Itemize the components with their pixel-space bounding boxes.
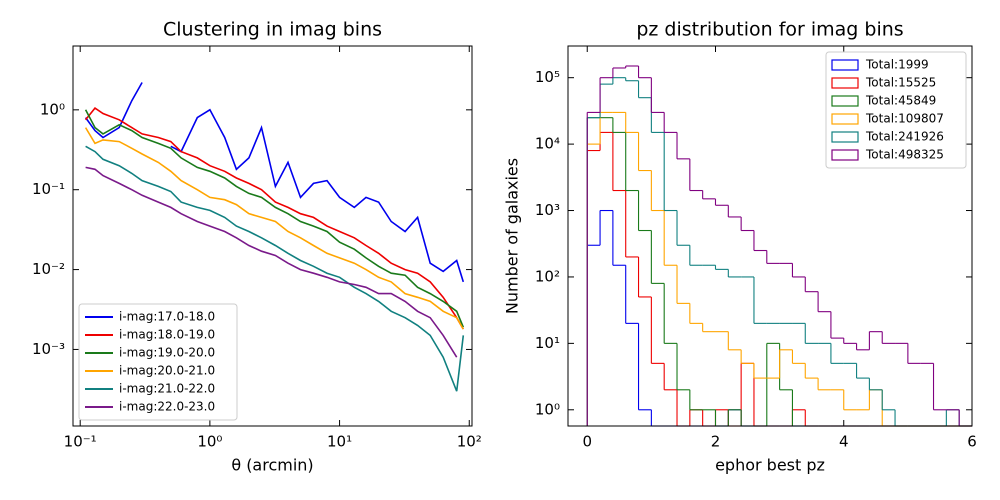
y-tick-label: 10¹ (535, 334, 560, 352)
legend-swatch (831, 113, 859, 125)
y-tick-label: 10⁵ (535, 68, 560, 86)
legend-label: i-mag:18.0-19.0 (119, 328, 215, 342)
legend-label: i-mag:22.0-23.0 (119, 400, 215, 414)
y-tick-label: 10⁻² (32, 260, 65, 278)
legend-label: i-mag:21.0-22.0 (119, 382, 215, 396)
legend-box (78, 303, 238, 421)
series-line (85, 166, 458, 358)
x-tick-label: 10¹ (327, 433, 352, 451)
y-tick-label: 10³ (535, 201, 560, 219)
plot-frame (567, 45, 973, 427)
legend-swatch (831, 59, 859, 71)
y-tick-label: 10⁻¹ (32, 180, 65, 198)
legend-label: Total:241926 (865, 130, 944, 144)
series-line (84, 127, 464, 330)
legend-swatch (831, 149, 859, 161)
x-axis-label: ephor best pz (715, 456, 825, 475)
x-tick-label: 10⁻¹ (64, 433, 97, 451)
legend-label: Total:109807 (865, 112, 944, 126)
legend-label: Total:15525 (865, 76, 936, 90)
legend-label: Total:45849 (865, 94, 936, 108)
y-tick-label: 10⁴ (535, 135, 560, 153)
series-line (84, 109, 465, 328)
legend-swatch (831, 131, 859, 143)
legend-swatch (831, 95, 859, 107)
x-tick-label: 10² (457, 433, 482, 451)
legend-swatch (831, 77, 859, 89)
series-line (84, 107, 464, 330)
legend-label: i-mag:20.0-21.0 (119, 364, 215, 378)
chart-title: pz distribution for imag bins (636, 19, 903, 41)
x-tick-label: 4 (839, 433, 849, 451)
x-tick-label: 6 (967, 433, 977, 451)
legend-label: i-mag:19.0-20.0 (119, 346, 215, 360)
y-tick-label: 10⁰ (40, 100, 65, 118)
legend-label: i-mag:17.0-18.0 (119, 310, 215, 324)
x-tick-label: 10⁰ (197, 433, 222, 451)
series-line (85, 145, 465, 392)
plot-frame (72, 45, 473, 427)
x-tick-label: 2 (711, 433, 721, 451)
y-axis-label: Number of galaxies (503, 158, 522, 314)
x-axis-label: θ (arcmin) (231, 456, 313, 475)
y-tick-label: 10⁻³ (32, 340, 65, 358)
series-line (84, 82, 465, 283)
legend-box (825, 51, 967, 169)
x-tick-label: 0 (582, 433, 592, 451)
legend-label: Total:1999 (865, 58, 929, 72)
chart-title: Clustering in imag bins (163, 19, 382, 41)
legend-label: Total:498325 (865, 148, 944, 162)
y-tick-label: 10⁰ (535, 400, 560, 418)
y-tick-label: 10² (535, 267, 560, 285)
